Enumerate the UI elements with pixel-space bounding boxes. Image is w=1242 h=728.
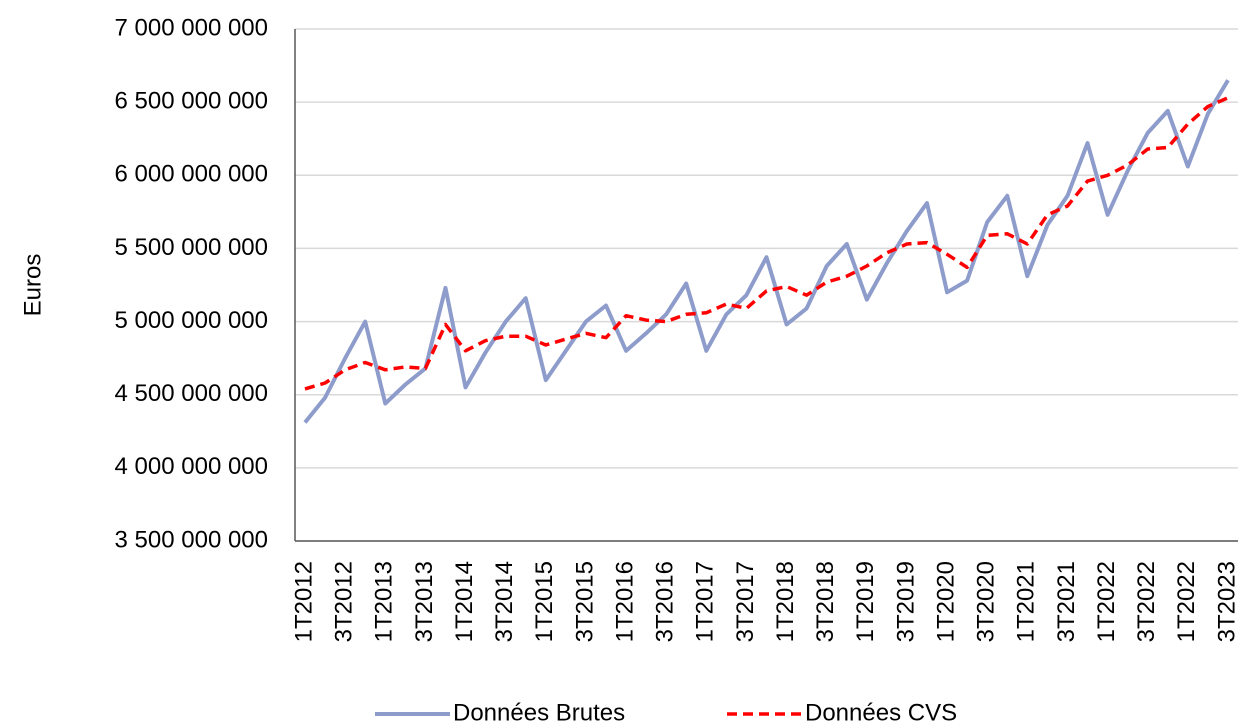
x-tick-label: 1T2022	[1093, 561, 1120, 642]
y-axis-label: Euros	[19, 254, 46, 317]
x-tick-label: 3T2020	[973, 561, 1000, 642]
y-tick-label: 6 000 000 000	[115, 161, 268, 188]
x-tick-label: 1T2020	[932, 561, 959, 642]
x-tick-label: 1T2017	[692, 561, 719, 642]
x-tick-label: 3T2014	[491, 561, 518, 642]
x-tick-label: 3T2019	[892, 561, 919, 642]
x-tick-label: 3T2022	[1133, 561, 1160, 642]
data-line	[303, 79, 1230, 424]
data-line	[304, 96, 1229, 391]
y-tick-label: 7 000 000 000	[115, 14, 268, 41]
x-tick-label: 3T2013	[411, 561, 438, 642]
x-tick-label: 1T2014	[451, 561, 478, 642]
x-tick-label: 1T2012	[290, 561, 317, 642]
x-tick-label: 3T2016	[652, 561, 679, 642]
x-tick-label: 1T2013	[371, 561, 398, 642]
y-tick-label: 4 500 000 000	[115, 380, 268, 407]
x-tick-label: 3T2023	[1213, 561, 1240, 642]
x-tick-label: 1T2021	[1013, 561, 1040, 642]
y-tick-label: 3 500 000 000	[115, 526, 268, 553]
x-tick-label: 1T2015	[531, 561, 558, 642]
y-tick-label: 5 000 000 000	[115, 307, 268, 334]
x-tick-label: 1T2019	[852, 561, 879, 642]
legend-label: Données Brutes	[453, 699, 625, 726]
x-tick-label: 3T2012	[331, 561, 358, 642]
legend-label: Données CVS	[805, 699, 957, 726]
x-tick-label: 3T2021	[1053, 561, 1080, 642]
y-tick-label: 4 000 000 000	[115, 453, 268, 480]
x-tick-label: 3T2017	[732, 561, 759, 642]
x-tick-label: 1T2018	[772, 561, 799, 642]
y-tick-label: 6 500 000 000	[115, 87, 268, 114]
x-tick-label: 3T2018	[812, 561, 839, 642]
x-tick-label: 3T2015	[571, 561, 598, 642]
x-tick-label: 1T2022	[1173, 561, 1200, 642]
y-tick-label: 5 500 000 000	[115, 234, 268, 261]
x-tick-label: 1T2016	[611, 561, 638, 642]
